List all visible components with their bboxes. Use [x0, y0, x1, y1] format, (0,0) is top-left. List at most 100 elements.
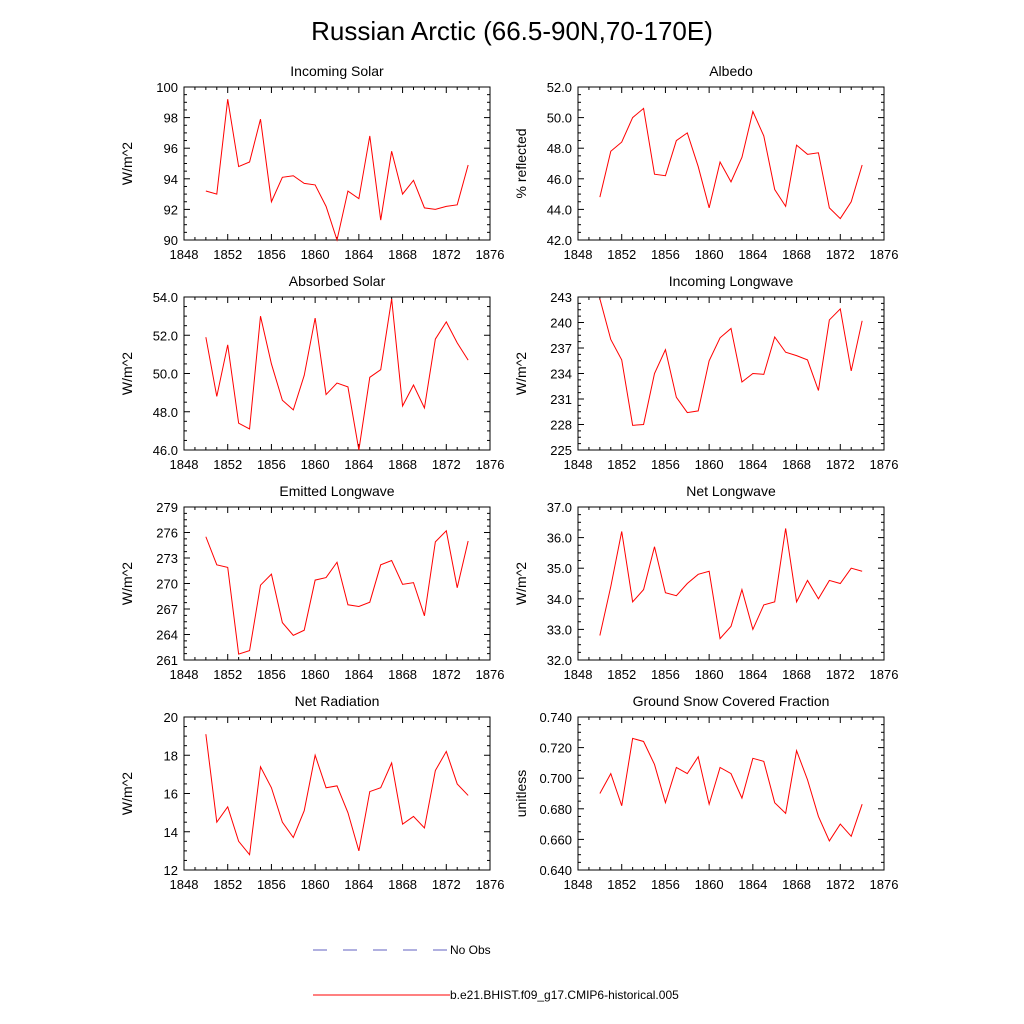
y-tick-label: 50.0	[153, 367, 178, 382]
legend-label-model-run: b.e21.BHIST.f09_g17.CMIP6-historical.005	[450, 988, 679, 1002]
chart-panels: Incoming Solar W/m^2 1848 1852 1856 1860 1864 1…	[119, 63, 898, 892]
y-axis-label: W/m^2	[513, 352, 529, 395]
y-tick-label: 0.740	[539, 710, 572, 725]
x-tick-label: 1860	[301, 877, 330, 892]
y-tick-label: 90	[164, 233, 178, 248]
y-tick-label: 34.0	[547, 592, 572, 607]
x-tick-label: 1860	[301, 457, 330, 472]
y-tick-label: 240	[550, 316, 572, 331]
y-axis-label: W/m^2	[119, 562, 135, 605]
x-tick-label: 1876	[870, 877, 899, 892]
series-line	[599, 528, 863, 640]
y-tick-label: 264	[156, 628, 178, 643]
y-tick-label: 225	[550, 443, 572, 458]
x-tick-label: 1872	[432, 247, 461, 262]
series-line	[205, 298, 469, 451]
y-tick-label: 243	[550, 290, 572, 305]
x-tick-label: 1856	[651, 877, 680, 892]
panel-title: Net Longwave	[686, 483, 776, 499]
y-tick-label: 100	[156, 80, 178, 95]
x-tick-label: 1876	[870, 247, 899, 262]
y-axis-label: W/m^2	[119, 772, 135, 815]
x-tick-label: 1848	[564, 667, 593, 682]
x-tick-label: 1868	[782, 667, 811, 682]
x-tick-label: 1876	[476, 877, 505, 892]
x-tick-label: 1868	[388, 667, 417, 682]
x-tick-label: 1848	[170, 457, 199, 472]
panel-title: Absorbed Solar	[289, 273, 386, 289]
x-tick-label: 1868	[388, 247, 417, 262]
y-tick-label: 16	[164, 787, 178, 802]
y-tick-label: 20	[164, 710, 178, 725]
panel-title: Emitted Longwave	[279, 483, 394, 499]
plot-frame	[183, 296, 491, 451]
x-tick-label: 1876	[476, 667, 505, 682]
y-tick-label: 12	[164, 863, 178, 878]
x-tick-label: 1876	[476, 247, 505, 262]
x-tick-label: 1864	[344, 457, 373, 472]
x-tick-label: 1848	[564, 877, 593, 892]
y-tick-label: 261	[156, 653, 178, 668]
y-axis-label: unitless	[513, 770, 529, 817]
x-tick-label: 1856	[257, 247, 286, 262]
x-tick-label: 1848	[170, 667, 199, 682]
panel-incoming-solar: Incoming Solar W/m^2 1848 1852 1856 1860 1864 1…	[119, 63, 504, 262]
x-tick-label: 1856	[257, 877, 286, 892]
legend: No Obs b.e21.BHIST.f09_g17.CMIP6-histori…	[313, 943, 679, 1002]
legend-item-no-obs: No Obs	[313, 943, 491, 957]
x-tick-label: 1860	[301, 247, 330, 262]
panel-net-longwave: Net Longwave W/m^2 1848 1852 1856 1860 1864 186…	[513, 483, 898, 682]
y-tick-label: 0.680	[539, 802, 572, 817]
x-tick-label: 1864	[344, 667, 373, 682]
x-tick-label: 1872	[432, 877, 461, 892]
x-tick-label: 1852	[607, 877, 636, 892]
y-axis-label: W/m^2	[119, 142, 135, 185]
x-tick-label: 1848	[170, 247, 199, 262]
x-tick-label: 1868	[388, 457, 417, 472]
x-tick-label: 1868	[782, 247, 811, 262]
plot-frame	[577, 506, 885, 661]
y-tick-label: 33.0	[547, 622, 572, 637]
y-tick-label: 14	[164, 825, 178, 840]
x-tick-label: 1864	[344, 247, 373, 262]
figure-title: Russian Arctic (66.5-90N,70-170E)	[311, 16, 713, 46]
y-tick-label: 0.700	[539, 771, 572, 786]
panel-title: Net Radiation	[295, 693, 380, 709]
y-tick-label: 96	[164, 141, 178, 156]
y-tick-label: 52.0	[153, 328, 178, 343]
y-tick-label: 0.640	[539, 863, 572, 878]
x-tick-label: 1848	[170, 877, 199, 892]
x-tick-label: 1872	[826, 877, 855, 892]
plot-frame	[183, 716, 491, 871]
y-tick-label: 52.0	[547, 80, 572, 95]
x-tick-label: 1856	[651, 667, 680, 682]
y-tick-label: 46.0	[547, 172, 572, 187]
x-tick-label: 1864	[738, 457, 767, 472]
y-tick-label: 37.0	[547, 500, 572, 515]
y-tick-label: 270	[156, 577, 178, 592]
x-tick-label: 1848	[564, 247, 593, 262]
panel-net-radiation: Net Radiation W/m^2 1848 1852 1856 1860 1864 18…	[119, 693, 504, 892]
x-tick-label: 1872	[826, 457, 855, 472]
y-axis-label: W/m^2	[513, 562, 529, 605]
x-tick-label: 1856	[651, 247, 680, 262]
x-tick-label: 1872	[826, 247, 855, 262]
y-tick-label: 48.0	[547, 141, 572, 156]
x-tick-label: 1872	[826, 667, 855, 682]
y-tick-label: 18	[164, 748, 178, 763]
y-tick-label: 54.0	[153, 290, 178, 305]
y-tick-label: 98	[164, 111, 178, 126]
y-axis-label: W/m^2	[119, 352, 135, 395]
x-tick-label: 1852	[213, 877, 242, 892]
series-line	[205, 99, 469, 242]
x-tick-label: 1864	[738, 247, 767, 262]
y-tick-label: 35.0	[547, 561, 572, 576]
y-tick-label: 42.0	[547, 233, 572, 248]
x-tick-label: 1868	[782, 457, 811, 472]
x-tick-label: 1872	[432, 667, 461, 682]
y-tick-label: 0.720	[539, 741, 572, 756]
x-tick-label: 1852	[213, 667, 242, 682]
x-tick-label: 1852	[213, 457, 242, 472]
y-tick-label: 273	[156, 551, 178, 566]
series-line	[599, 298, 863, 426]
